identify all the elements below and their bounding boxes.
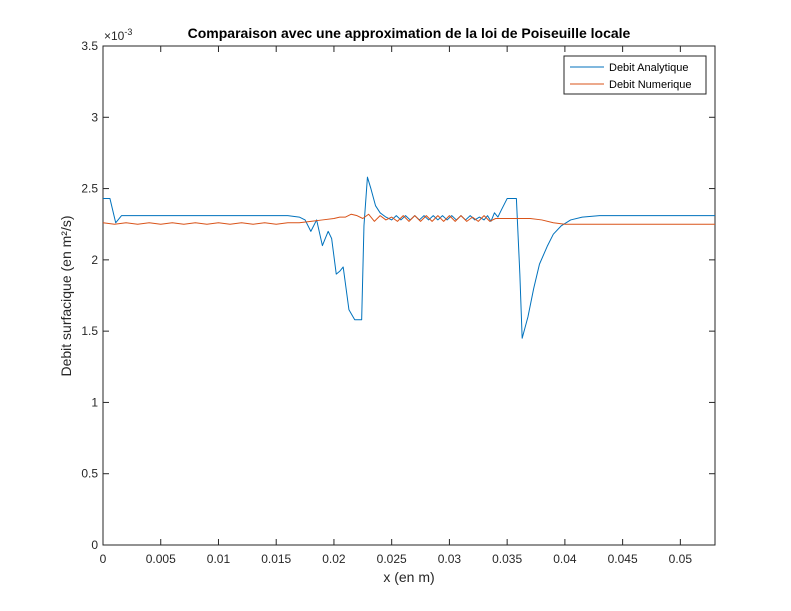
y-axis-ticks: 0 0.5 1 1.5 2 2.5 3 3.5 — [81, 39, 715, 552]
y-tick-label: 1.5 — [81, 324, 98, 338]
legend-box — [563, 55, 707, 95]
x-tick-label: 0.03 — [438, 552, 462, 566]
y-axis-exponent: ×10-3 — [104, 27, 132, 43]
x-tick-label: 0.01 — [207, 552, 231, 566]
y-axis-label: Debit surfacique (en m²/s) — [58, 215, 74, 376]
y-tick-label: 2.5 — [81, 182, 98, 196]
plot-area — [102, 45, 716, 546]
y-tick-label: 3.5 — [81, 39, 98, 53]
x-tick-label: 0.05 — [669, 552, 693, 566]
x-tick-label: 0.005 — [146, 552, 176, 566]
y-tick-label: 1 — [91, 395, 98, 409]
y-tick-label: 0.5 — [81, 467, 98, 481]
x-tick-label: 0.015 — [261, 552, 291, 566]
x-tick-label: 0.035 — [492, 552, 522, 566]
series-layer — [102, 176, 715, 339]
legend-label-numerique: Debit Numerique — [609, 79, 692, 91]
y-tick-label: 2 — [91, 253, 98, 267]
series-line-debit-numerique — [102, 213, 715, 225]
x-tick-label: 0.045 — [608, 552, 638, 566]
x-axis-label: x (en m) — [383, 569, 434, 585]
legend-label-analytique: Debit Analytique — [609, 62, 689, 74]
x-axis-ticks: 0 0.005 0.01 0.015 0.02 0.025 0.03 0.035 0.04 0.0… — [100, 46, 693, 566]
x-tick-label: 0.025 — [377, 552, 407, 566]
x-tick-label: 0.04 — [553, 552, 577, 566]
x-tick-label: 0 — [100, 552, 107, 566]
x-tick-label: 0.02 — [322, 552, 346, 566]
y-tick-label: 3 — [91, 110, 98, 124]
chart-title: Comparaison avec une approximation de la… — [188, 25, 631, 41]
y-tick-label: 0 — [91, 538, 98, 552]
legend: Debit Analytique Debit Numerique — [563, 55, 707, 95]
